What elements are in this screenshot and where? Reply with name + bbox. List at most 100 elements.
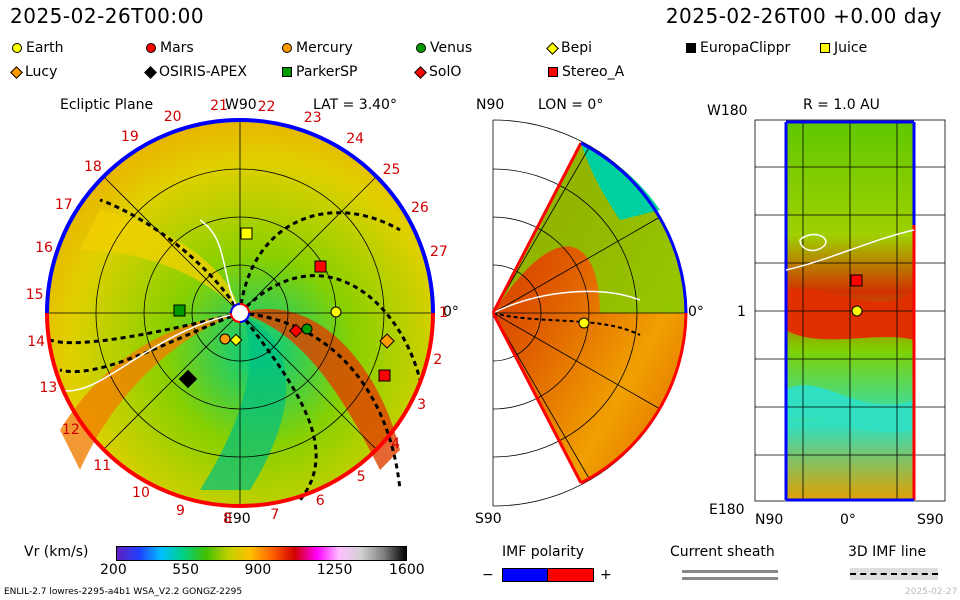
parkersp-marker <box>173 304 186 317</box>
juice-marker <box>240 227 253 240</box>
carrington-label: 26 <box>411 200 429 217</box>
imf-negative-swatch <box>502 568 548 582</box>
legend-item-mars: Mars <box>146 40 194 56</box>
legend-item-earth: Earth <box>12 40 64 56</box>
carrington-label: 9 <box>176 503 185 520</box>
legend-label: ParkerSP <box>296 64 358 80</box>
carrington-label: 8 <box>222 510 232 527</box>
meridional-bottom-label: S90 <box>475 511 502 527</box>
carrington-label: 22 <box>257 98 276 115</box>
carrington-label: 11 <box>93 457 112 474</box>
meridional-earth-marker <box>578 317 590 329</box>
carrington-label: 7 <box>270 507 280 524</box>
legend-label: Earth <box>26 40 64 56</box>
current-sheath-line-2 <box>682 577 778 580</box>
legend-marker-square <box>820 43 830 53</box>
colorbar-tick: 900 <box>244 562 272 578</box>
legend-label: Venus <box>430 40 473 56</box>
legend-marker-square <box>686 43 696 53</box>
carrington-label: 1 <box>438 304 448 321</box>
legend-label: SolO <box>429 64 462 80</box>
imf-polarity-title: IMF polarity <box>502 544 585 560</box>
colorbar-tick: 550 <box>172 562 199 578</box>
stereo-a-marker <box>314 260 327 273</box>
legend-item-mercury: Mercury <box>282 40 353 56</box>
carrington-label: 25 <box>382 161 401 178</box>
radial-earth-marker <box>851 305 863 317</box>
meridional-lon: LON = 0° <box>538 97 604 113</box>
legend-item-stereo-a: Stereo_A <box>548 64 624 80</box>
header-right-time: 2025-02-26T00 +0.00 day <box>665 4 942 28</box>
radial-top-label: W180 <box>707 103 748 119</box>
legend-item-solo: SolO <box>414 64 462 80</box>
legend-item-osiris-apex: OSIRIS-APEX <box>144 64 247 80</box>
carrington-label: 13 <box>39 380 58 397</box>
carrington-label: 16 <box>35 240 53 257</box>
ecliptic-right-label: 0° <box>443 304 459 320</box>
mars-marker <box>378 369 391 382</box>
legend-marker-diamond <box>144 65 157 79</box>
legend-item-juice: Juice <box>820 40 867 56</box>
ecliptic-top-label: W90 <box>225 97 257 113</box>
radial-mid-label: 1 <box>737 304 746 320</box>
legend-label: Lucy <box>25 64 58 80</box>
carrington-label: 10 <box>132 485 150 502</box>
legend-marker-square <box>548 67 558 77</box>
colorbar-tick: 1250 <box>316 562 353 578</box>
carrington-label: 6 <box>315 493 325 510</box>
carrington-label: 5 <box>356 469 366 486</box>
ecliptic-plot <box>45 118 435 508</box>
legend-marker-square <box>282 67 292 77</box>
osiris-apex-marker <box>178 369 198 389</box>
colorbar-tick: 1600 <box>389 562 425 578</box>
plots <box>45 118 946 508</box>
legend-item-parkersp: ParkerSP <box>282 64 357 80</box>
carrington-label: 3 <box>417 396 427 413</box>
legend-label: Mars <box>160 40 194 56</box>
bepi-marker <box>229 333 243 347</box>
radial-title: R = 1.0 AU <box>803 97 880 113</box>
imf-minus: − <box>482 567 494 583</box>
legend-label: EuropaClippr <box>700 40 791 56</box>
carrington-label: 18 <box>84 159 102 176</box>
radial-x-right: S90 <box>917 512 944 528</box>
carrington-label: 21 <box>210 98 228 115</box>
radial-stereo-a-marker <box>850 274 863 287</box>
radial-plot <box>754 119 946 502</box>
carrington-label: 2 <box>433 351 443 368</box>
legend-marker-circle <box>12 43 22 53</box>
venus-marker <box>301 323 313 335</box>
current-sheath-line-1 <box>682 570 778 573</box>
imf-line-title: 3D IMF line <box>848 544 927 560</box>
legend-label: Mercury <box>296 40 353 56</box>
solo-marker <box>288 323 304 338</box>
carrington-label: 24 <box>346 131 365 148</box>
carrington-label: 23 <box>303 109 322 126</box>
carrington-label: 12 <box>61 422 80 438</box>
legend-marker-circle <box>416 43 426 53</box>
carrington-label: 20 <box>163 108 182 125</box>
ecliptic-lat: LAT = 3.40° <box>313 97 397 113</box>
legend-label: Stereo_A <box>562 64 625 80</box>
footer-right: 2025-02-27 <box>905 587 958 597</box>
colorbar <box>116 546 407 561</box>
carrington-label: 15 <box>25 286 44 303</box>
imf-positive-swatch <box>547 568 594 582</box>
header-left-time: 2025-02-26T00:00 <box>10 4 205 28</box>
legend-item-bepi: Bepi <box>546 40 592 56</box>
colorbar-label: Vr (km/s) <box>24 544 89 560</box>
current-sheath-title: Current sheath <box>670 544 775 560</box>
legend-item-lucy: Lucy <box>10 64 58 80</box>
imf-plus: + <box>600 567 612 583</box>
radial-x-left: N90 <box>755 512 784 528</box>
legend-item-venus: Venus <box>416 40 472 56</box>
carrington-label: 19 <box>120 129 139 146</box>
footer-left: ENLIL-2.7 lowres-2295-a4b1 WSA_V2.2 GONG… <box>4 587 243 597</box>
colorbar-tick: 200 <box>100 562 127 578</box>
carrington-label: 27 <box>430 243 448 260</box>
legend-label: Bepi <box>561 40 592 56</box>
legend-item-europaclippr: EuropaClippr <box>686 40 790 56</box>
carrington-label: 17 <box>54 196 73 213</box>
legend-marker-diamond <box>10 65 23 79</box>
carrington-label: 4 <box>391 436 401 453</box>
